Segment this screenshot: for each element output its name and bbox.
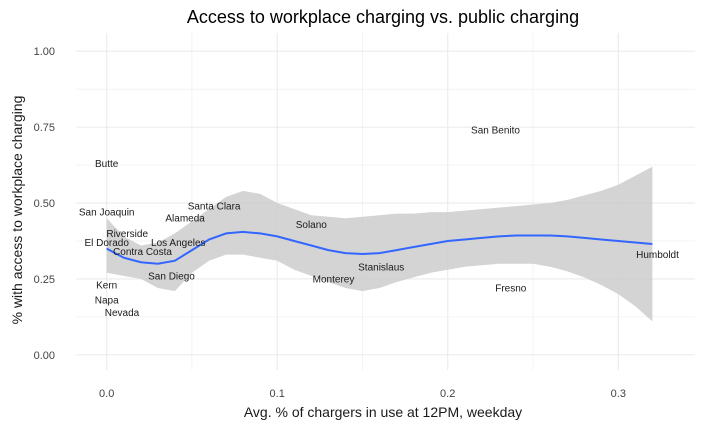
point-label: Napa: [95, 296, 119, 307]
point-label: Humboldt: [636, 250, 679, 261]
x-axis-ticks: 0.0 0.1 0.2 0.3: [99, 388, 626, 400]
point-label: San Joaquin: [79, 208, 135, 219]
point-label: Butte: [95, 159, 119, 170]
chart-title: Access to workplace charging vs. public …: [187, 7, 579, 27]
y-tick-label: 0.75: [34, 122, 55, 134]
confidence-ribbon: [106, 166, 653, 322]
y-tick-label: 0.25: [34, 274, 55, 286]
x-tick-label: 0.1: [270, 388, 285, 400]
point-label: Contra Costa: [113, 247, 172, 258]
x-axis-title: Avg. % of chargers in use at 12PM, weekd…: [244, 404, 522, 420]
y-axis-title: % with access to workplace charging: [9, 96, 25, 325]
point-label: Kern: [96, 281, 117, 292]
point-label: San Benito: [471, 126, 520, 137]
y-tick-label: 0.50: [34, 198, 55, 210]
point-label: San Diego: [148, 271, 195, 282]
point-label: Monterey: [313, 274, 355, 285]
point-label: Stanislaus: [358, 262, 404, 273]
point-label: Riverside: [106, 229, 148, 240]
point-label: Fresno: [495, 284, 527, 295]
y-tick-label: 0.00: [34, 350, 55, 362]
y-axis-ticks: 0.00 0.25 0.50 0.75 1.00: [34, 46, 55, 362]
x-tick-label: 0.2: [440, 388, 455, 400]
point-label: Nevada: [105, 308, 140, 319]
point-label: Santa Clara: [188, 202, 241, 213]
smooth-line: [106, 230, 653, 265]
point-label: Los Angeles: [151, 238, 206, 249]
point-label: Solano: [296, 220, 328, 231]
x-tick-label: 0.3: [611, 388, 626, 400]
point-label: Alameda: [165, 214, 205, 225]
y-tick-label: 1.00: [34, 46, 55, 58]
point-label: El Dorado: [84, 238, 129, 249]
x-tick-label: 0.0: [99, 388, 114, 400]
